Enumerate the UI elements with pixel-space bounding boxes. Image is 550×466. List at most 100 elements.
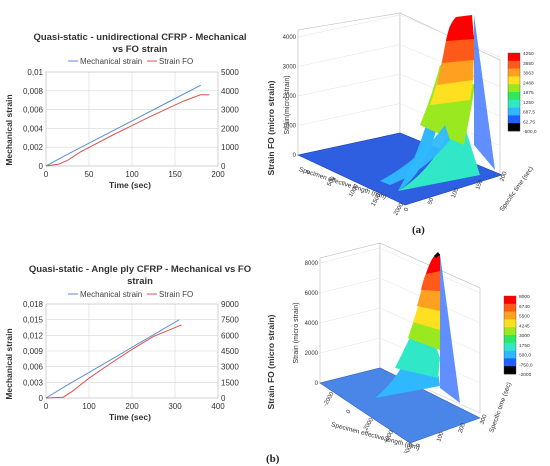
x-tick-label: 400 <box>211 402 225 411</box>
series-line-mechanical <box>45 84 202 167</box>
panel-label-a: (a) <box>412 224 425 236</box>
x-tick-label: 500 <box>327 175 338 187</box>
y2-tick-label: 5000 <box>221 68 239 77</box>
x-tick-label: 0 <box>44 170 49 179</box>
colorbar-swatch <box>508 84 520 93</box>
surface-band <box>440 254 460 403</box>
colorbar-label: 6740 <box>519 304 530 310</box>
wall-gridline <box>297 73 401 97</box>
colorbar-label: 4250 <box>523 51 534 57</box>
colorbar-swatch <box>508 68 520 77</box>
legend-label-mechanical: Mechanical strain <box>80 290 142 299</box>
surface-peak <box>380 15 495 191</box>
z-tick-label: 1000 <box>283 124 297 130</box>
x-tick-label: 150 <box>168 170 182 179</box>
x-tick-label: 0 <box>44 402 49 411</box>
line-chart-unidirectional: Quasi-static - unidirectional CFRP - Mec… <box>4 32 276 190</box>
legend: Mechanical strain Strain FO <box>68 290 193 299</box>
wall-gridline <box>319 307 381 324</box>
y-tick-label: 200 <box>500 170 509 182</box>
z-tick-label: 4000 <box>305 321 319 327</box>
z-tick-label: 6000 <box>305 291 319 297</box>
colorbar-label: 3000 <box>519 333 530 339</box>
colorbar-swatch <box>508 60 520 69</box>
wall-gridline <box>319 277 381 294</box>
z-tick-label: 0 <box>315 381 319 387</box>
colorbar-label: -2000 <box>519 372 532 378</box>
z-tick-label: 2000 <box>283 94 297 100</box>
colorbar-swatch <box>504 342 516 351</box>
z-tick-label: 3000 <box>283 65 297 71</box>
y-tick-label: 0,008 <box>23 87 44 96</box>
z-axis-label: Strain (micro strain) <box>293 302 300 363</box>
y-tick-label: 0,006 <box>23 106 44 115</box>
colorbar-label: 2468 <box>523 80 534 86</box>
colorbar-swatch <box>504 319 516 328</box>
y-tick-label: 0,018 <box>23 300 44 309</box>
y-tick-label: 0 <box>416 442 423 448</box>
y-tick-label: 0,01 <box>27 68 43 77</box>
colorbar-label: 1250 <box>523 100 534 106</box>
y-tick-label: 0 <box>39 162 44 171</box>
x-axis-label: Time (sec) <box>109 412 151 422</box>
colorbar-swatch <box>508 92 520 101</box>
chart-title-line-2: strain <box>127 276 153 287</box>
colorbar-swatch <box>508 115 520 124</box>
legend-label-mechanical: Mechanical strain <box>80 57 142 66</box>
colorbar-swatch <box>504 311 516 320</box>
y-tick-label: 0,012 <box>23 331 44 340</box>
colorbar-label: 500,0 <box>519 353 531 359</box>
colorbar: -2000 -750,0 500,0 1750 3000 4245 5500 6740 8000 <box>503 294 533 378</box>
y-tick-label: 100 <box>436 431 445 443</box>
x-tick-label: 200 <box>125 402 139 411</box>
legend-label-fo: Strain FO <box>159 290 193 299</box>
y-axis-label: Mechanical strain <box>4 328 14 399</box>
back-wall-left <box>297 12 401 156</box>
colorbar-label: 5500 <box>519 314 530 320</box>
y-tick-label: 100 <box>451 187 460 199</box>
colorbar-label: -750,0 <box>519 362 533 368</box>
colorbar-swatch <box>508 107 520 116</box>
colorbar-swatch <box>504 350 516 359</box>
y2-axis-label: Strain FO (micro strain) <box>266 80 276 175</box>
x-tick-label: 0 <box>346 408 353 414</box>
y2-axis-label: Strain FO (micro strain) <box>266 314 276 409</box>
series-line-fo <box>45 324 182 399</box>
y-tick-label: 0,004 <box>23 124 44 133</box>
y-tick-label: 150 <box>475 179 484 191</box>
surface-band <box>380 125 450 185</box>
colorbar-label: 1750 <box>519 343 530 349</box>
x-tick-label: 50 <box>85 170 94 179</box>
surface-band <box>426 254 440 274</box>
y2-tick-label: 7500 <box>221 316 239 325</box>
y2-tick-label: 4000 <box>221 87 239 96</box>
surface-band <box>421 266 440 291</box>
y2-tick-label: 0 <box>221 394 226 403</box>
x-tick-label: 6000 <box>403 442 415 453</box>
surface-band <box>474 15 495 170</box>
x-tick-label: 0 <box>306 169 313 175</box>
wall-gridline <box>297 14 401 38</box>
wall-gridline <box>319 337 381 354</box>
series-line-mechanical <box>45 319 180 399</box>
z-tick-label: 0 <box>293 153 297 159</box>
plot-frame <box>45 303 219 399</box>
y-tick-label: 300 <box>480 413 489 425</box>
colorbar-label: 3650 <box>523 61 534 67</box>
x-axis-label: Time (sec) <box>109 180 151 190</box>
panel-label-b: (b) <box>266 453 280 465</box>
colorbar-swatch <box>508 123 520 132</box>
x-tick-label: 300 <box>168 402 182 411</box>
z-tick-label: 4000 <box>283 35 297 41</box>
chart-title-line-1: Quasi-static - unidirectional CFRP - Mec… <box>33 32 246 43</box>
x-tick-label: 200 <box>211 170 225 179</box>
y2-tick-label: 1500 <box>221 378 239 387</box>
colorbar-label: 4245 <box>519 323 530 329</box>
z-tick-label: 8000 <box>305 261 319 267</box>
y-tick-label: 200 <box>458 422 467 434</box>
colorbar-swatch <box>504 303 516 312</box>
colorbar-swatch <box>504 366 516 375</box>
x-tick-label: -2000 <box>323 391 336 408</box>
